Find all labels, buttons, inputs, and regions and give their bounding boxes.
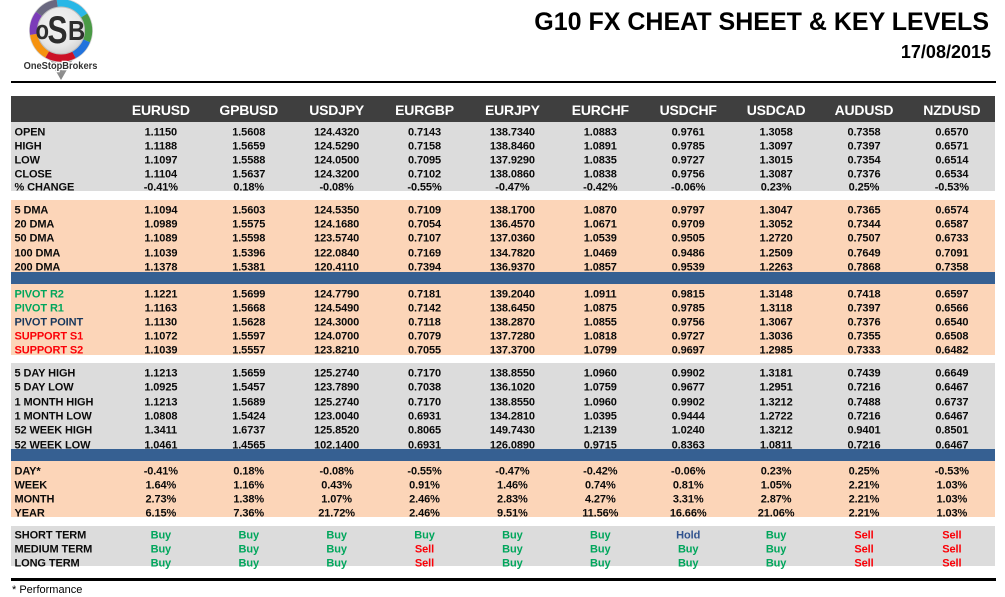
svg-text:B: B xyxy=(68,14,85,46)
svg-text:S: S xyxy=(48,8,68,52)
svg-text:o: o xyxy=(36,16,49,45)
svg-text:OneStopBrokers: OneStopBrokers xyxy=(24,61,98,72)
svg-text:OneStopBrokers: OneStopBrokers xyxy=(24,61,98,72)
